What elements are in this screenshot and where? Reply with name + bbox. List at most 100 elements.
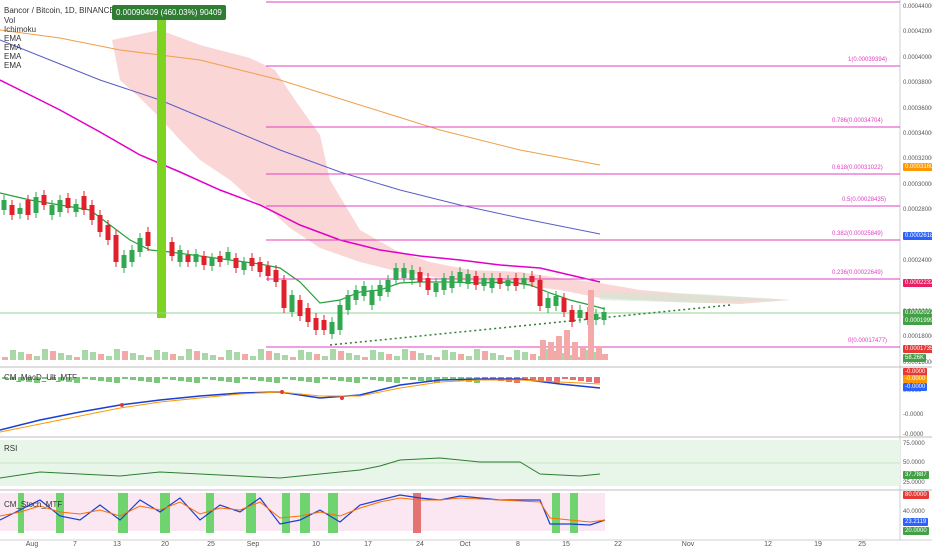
fib-level-label: 0.382(0.00025849) — [832, 231, 883, 237]
indicator-legend-item[interactable]: EMA — [4, 34, 22, 43]
macd-histogram-bar — [322, 377, 328, 379]
stoch-signal-bar — [18, 493, 24, 533]
volume-bar — [178, 356, 184, 360]
candle-up — [329, 322, 335, 334]
stoch-pane-title[interactable]: CM_Stoch_MTF — [4, 500, 63, 509]
macd-value-label: -0.0000 — [903, 368, 928, 376]
volume-bar — [298, 350, 304, 360]
candle-down — [257, 262, 263, 272]
macd-histogram-bar — [346, 377, 352, 382]
candle-up — [553, 296, 559, 306]
volume-bar — [556, 336, 562, 360]
candle-down — [113, 235, 119, 262]
volume-bar — [82, 350, 88, 360]
macd-histogram-bar — [354, 377, 360, 383]
cross-dot — [120, 403, 124, 407]
candle-up — [241, 262, 247, 270]
candle-up — [345, 295, 351, 310]
indicator-legend-item[interactable]: EMA — [4, 61, 22, 70]
candle-up — [457, 272, 463, 282]
macd-histogram-bar — [282, 377, 288, 379]
volume-bar — [250, 356, 256, 360]
price-marker-label: 58.26K — [903, 354, 927, 362]
macd-histogram-bar — [586, 377, 592, 382]
cross-dot — [340, 396, 344, 400]
ema-magenta-line — [0, 79, 601, 283]
rsi-pane-title[interactable]: RSI — [4, 444, 18, 453]
stoch-value-label: 80.0000 — [903, 491, 929, 499]
volume-bar — [434, 357, 440, 360]
ema-orange-line — [0, 29, 601, 166]
candle-down — [25, 200, 31, 215]
volume-bar — [282, 355, 288, 360]
candle-up — [225, 252, 231, 260]
price-tick: 0.00034000 — [903, 131, 932, 137]
macd-histogram-bar — [42, 377, 48, 379]
volume-bar — [218, 357, 224, 360]
indicator-legend-item[interactable]: Ichimoku — [4, 25, 37, 34]
fib-level-label: 0.236(0.00022649) — [832, 270, 883, 276]
candle-down — [233, 258, 239, 268]
candle-down — [65, 198, 71, 208]
macd-histogram-bar — [242, 377, 248, 379]
candle-up — [489, 278, 495, 288]
measure-tooltip: 0.00090409 (460.03%) 90409 — [112, 5, 226, 20]
price-tick: 0.00042000 — [903, 29, 932, 36]
candle-down — [473, 276, 479, 285]
volume-bar — [354, 355, 360, 360]
candle-down — [497, 278, 503, 284]
price-marker-label: 0.00022323 — [903, 279, 932, 287]
macd-histogram-bar — [370, 377, 376, 380]
volume-bar — [572, 342, 578, 360]
price-tick: 0.00036000 — [903, 105, 932, 112]
macd-histogram-bar — [538, 377, 544, 381]
time-tick: 13 — [113, 541, 121, 548]
macd-histogram-bar — [106, 377, 112, 382]
candle-down — [297, 300, 303, 316]
volume-bar — [114, 349, 120, 360]
price-marker-label: 0.00031604 — [903, 163, 932, 171]
stoch-signal-bar — [570, 493, 578, 533]
stoch-signal-bar — [328, 493, 338, 533]
volume-bar — [498, 355, 504, 360]
macd-histogram-bar — [114, 377, 120, 383]
macd-histogram-bar — [378, 377, 384, 381]
macd-histogram-bar — [66, 377, 72, 382]
indicator-legend-item[interactable]: EMA — [4, 52, 22, 61]
macd-histogram-bar — [418, 377, 424, 381]
candle-down — [97, 215, 103, 232]
macd-histogram-bar — [314, 377, 320, 383]
candle-up — [1, 200, 7, 210]
macd-tick: -0.0000 — [903, 432, 924, 438]
volume-bar — [386, 354, 392, 360]
candle-down — [41, 195, 47, 205]
stoch-signal-bar — [160, 493, 170, 533]
volume-bar — [186, 349, 192, 360]
volume-bar — [2, 357, 8, 360]
cross-dot — [280, 390, 284, 394]
indicator-legend-item[interactable]: EMA — [4, 43, 22, 52]
macd-pane-title[interactable]: CM_MacD_Ult_MTF — [4, 373, 77, 382]
indicator-legend-item[interactable]: Vol — [4, 16, 16, 25]
price-tick: 0.00038000 — [903, 80, 932, 87]
volume-bar — [210, 355, 216, 360]
symbol-title[interactable]: Bancor / Bitcoin, 1D, BINANCE — [4, 6, 115, 15]
volume-bar — [540, 340, 546, 360]
macd-histogram-bar — [274, 377, 280, 383]
macd-histogram-bar — [34, 377, 40, 383]
macd-histogram-bar — [410, 377, 416, 380]
volume-bar — [370, 350, 376, 360]
macd-histogram-bar — [18, 377, 24, 381]
volume-bar — [482, 351, 488, 360]
candle-up — [33, 197, 39, 213]
macd-histogram-bar — [258, 377, 264, 381]
volume-bar — [74, 357, 80, 360]
volume-bar — [18, 352, 24, 360]
volume-bar — [338, 351, 344, 360]
stoch-signal-bar — [56, 493, 64, 533]
stoch-signal-bar — [118, 493, 128, 533]
volume-bar — [442, 350, 448, 360]
macd-histogram-bar — [82, 377, 88, 379]
